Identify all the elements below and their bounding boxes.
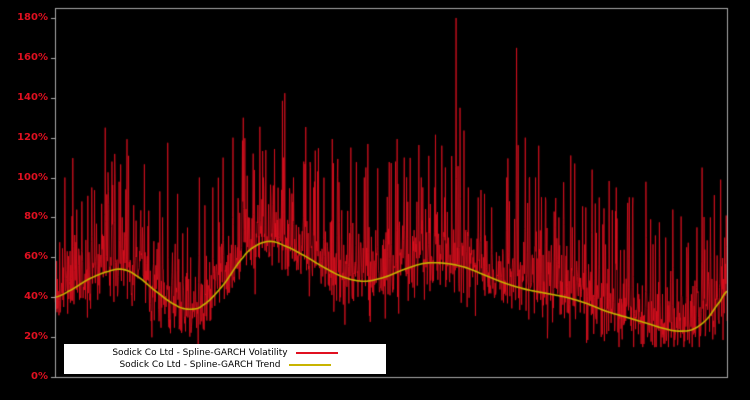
legend-label-volatility: Sodick Co Ltd - Spline-GARCH Volatility xyxy=(112,348,288,358)
y-tick-label: 0% xyxy=(31,371,48,382)
legend-entry-trend: Sodick Co Ltd - Spline-GARCH Trend xyxy=(64,360,386,370)
y-tick-label: 20% xyxy=(24,331,48,343)
legend-line-sample-trend xyxy=(288,364,331,366)
y-tick-label: 80% xyxy=(24,211,48,223)
legend-label-trend: Sodick Co Ltd - Spline-GARCH Trend xyxy=(119,360,281,370)
y-tick-label: 160% xyxy=(17,51,48,63)
y-tick-label: 100% xyxy=(17,171,48,183)
legend: Sodick Co Ltd - Spline-GARCH Volatility … xyxy=(64,344,386,374)
legend-line-sample-volatility xyxy=(295,352,338,354)
y-tick-label: 40% xyxy=(24,291,48,303)
y-tick-label: 180% xyxy=(17,11,48,23)
y-tick-label: 60% xyxy=(24,251,48,263)
legend-entry-volatility: Sodick Co Ltd - Spline-GARCH Volatility xyxy=(64,348,386,358)
y-tick-label: 120% xyxy=(17,131,48,143)
y-tick-label: 140% xyxy=(17,91,48,103)
